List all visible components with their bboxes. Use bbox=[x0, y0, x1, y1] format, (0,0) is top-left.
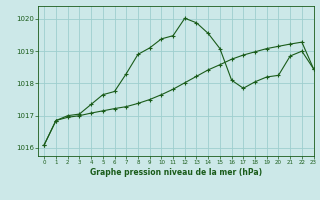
X-axis label: Graphe pression niveau de la mer (hPa): Graphe pression niveau de la mer (hPa) bbox=[90, 168, 262, 177]
